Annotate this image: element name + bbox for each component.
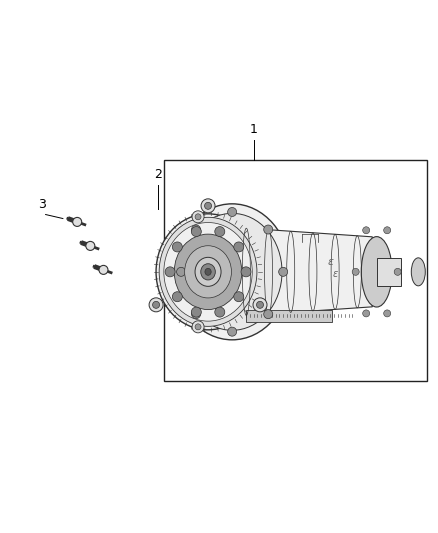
- Bar: [164, 160, 427, 381]
- Circle shape: [86, 241, 95, 251]
- Circle shape: [264, 225, 273, 234]
- Ellipse shape: [164, 223, 252, 321]
- Circle shape: [215, 227, 225, 237]
- Text: ε: ε: [327, 257, 333, 267]
- Circle shape: [363, 310, 370, 317]
- Circle shape: [165, 267, 175, 277]
- Ellipse shape: [159, 217, 257, 326]
- Ellipse shape: [411, 258, 425, 286]
- Circle shape: [363, 227, 370, 234]
- Ellipse shape: [185, 246, 231, 298]
- Circle shape: [279, 268, 288, 276]
- Ellipse shape: [182, 213, 282, 330]
- Circle shape: [253, 298, 267, 312]
- Circle shape: [149, 298, 163, 312]
- Circle shape: [73, 217, 82, 227]
- Ellipse shape: [195, 257, 221, 286]
- Polygon shape: [246, 217, 260, 327]
- Circle shape: [195, 324, 201, 330]
- Circle shape: [241, 267, 251, 277]
- Circle shape: [191, 225, 201, 234]
- Ellipse shape: [174, 234, 242, 310]
- Circle shape: [205, 203, 212, 209]
- Ellipse shape: [174, 204, 290, 340]
- Circle shape: [228, 207, 237, 216]
- Ellipse shape: [201, 264, 215, 280]
- Circle shape: [384, 227, 391, 234]
- Ellipse shape: [361, 237, 392, 307]
- Circle shape: [191, 307, 201, 317]
- Circle shape: [172, 242, 182, 252]
- Text: 3: 3: [38, 198, 46, 211]
- Text: ε: ε: [333, 269, 338, 279]
- Circle shape: [152, 301, 159, 308]
- Circle shape: [192, 211, 204, 223]
- Circle shape: [257, 301, 264, 308]
- Circle shape: [234, 292, 244, 302]
- Circle shape: [191, 310, 201, 319]
- Circle shape: [228, 327, 237, 336]
- Polygon shape: [226, 227, 372, 317]
- Circle shape: [394, 268, 401, 276]
- Bar: [246, 310, 332, 322]
- Ellipse shape: [156, 214, 260, 330]
- Circle shape: [201, 199, 215, 213]
- Text: 1: 1: [250, 123, 258, 136]
- Circle shape: [215, 307, 225, 317]
- Circle shape: [192, 321, 204, 333]
- Bar: [377, 258, 401, 286]
- Text: 2: 2: [154, 168, 162, 181]
- Circle shape: [177, 268, 186, 276]
- Circle shape: [234, 242, 244, 252]
- Circle shape: [264, 310, 273, 319]
- Circle shape: [172, 292, 182, 302]
- Circle shape: [191, 227, 201, 237]
- Circle shape: [195, 214, 201, 220]
- Circle shape: [384, 310, 391, 317]
- Ellipse shape: [205, 268, 211, 276]
- Circle shape: [99, 265, 108, 274]
- Circle shape: [352, 268, 359, 276]
